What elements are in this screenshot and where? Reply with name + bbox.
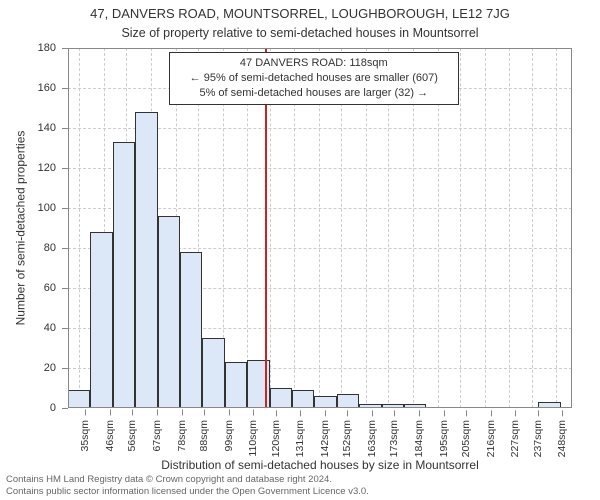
- gridline-v: [556, 48, 557, 408]
- annotation-line: ← 95% of semi-detached houses are smalle…: [178, 71, 450, 86]
- x-tick-label: 110sqm: [247, 410, 259, 457]
- x-tick-label: 120sqm: [270, 410, 282, 457]
- x-tick-label: 99sqm: [223, 410, 235, 452]
- gridline-v: [460, 48, 461, 408]
- plot-area: 02040608010012014016018035sqm46sqm56sqm6…: [68, 48, 572, 408]
- x-tick-label: 35sqm: [79, 410, 91, 452]
- y-tick-label: 180: [38, 42, 68, 54]
- y-tick-label: 60: [44, 282, 68, 294]
- histogram-bar: [314, 396, 336, 408]
- gridline-v: [79, 48, 80, 408]
- annotation-line: 47 DANVERS ROAD: 118sqm: [178, 56, 450, 71]
- y-tick-label: 20: [44, 362, 68, 374]
- x-tick-label: 195sqm: [438, 410, 450, 457]
- x-tick-label: 78sqm: [176, 410, 188, 452]
- footer-attribution: Contains HM Land Registry data © Crown c…: [6, 474, 369, 498]
- x-tick-label: 131sqm: [294, 410, 306, 457]
- figure: 47, DANVERS ROAD, MOUNTSORREL, LOUGHBORO…: [0, 0, 600, 500]
- histogram-bar: [270, 388, 292, 408]
- histogram-bar: [292, 390, 314, 408]
- x-tick-label: 163sqm: [366, 410, 378, 457]
- chart-title: 47, DANVERS ROAD, MOUNTSORREL, LOUGHBORO…: [0, 6, 600, 21]
- histogram-bar: [359, 404, 381, 408]
- x-axis-label: Distribution of semi-detached houses by …: [68, 458, 572, 472]
- gridline-v: [485, 48, 486, 408]
- histogram-bar: [382, 404, 404, 408]
- x-tick-label: 184sqm: [413, 410, 425, 457]
- y-tick-label: 0: [50, 402, 68, 414]
- y-tick-label: 100: [38, 202, 68, 214]
- histogram-bar: [180, 252, 202, 408]
- histogram-bar: [225, 362, 247, 408]
- y-axis-label-container: Number of semi-detached properties: [12, 48, 28, 408]
- histogram-bar: [113, 142, 135, 408]
- y-tick-label: 80: [44, 242, 68, 254]
- histogram-bar: [404, 404, 426, 408]
- y-tick-label: 140: [38, 122, 68, 134]
- histogram-bar: [202, 338, 224, 408]
- histogram-bar: [538, 402, 560, 408]
- histogram-bar: [90, 232, 112, 408]
- x-tick-label: 205sqm: [460, 410, 472, 457]
- y-tick-label: 40: [44, 322, 68, 334]
- y-axis-label: Number of semi-detached properties: [13, 131, 27, 326]
- histogram-bar: [158, 216, 180, 408]
- x-tick-label: 227sqm: [509, 410, 521, 457]
- y-tick-label: 160: [38, 82, 68, 94]
- x-tick-label: 88sqm: [198, 410, 210, 452]
- x-tick-label: 56sqm: [126, 410, 138, 452]
- x-tick-label: 173sqm: [388, 410, 400, 457]
- annotation-box: 47 DANVERS ROAD: 118sqm← 95% of semi-det…: [169, 52, 459, 105]
- gridline-v: [509, 48, 510, 408]
- chart-subtitle: Size of property relative to semi-detach…: [0, 26, 600, 40]
- x-tick-label: 248sqm: [556, 410, 568, 457]
- y-tick-label: 120: [38, 162, 68, 174]
- histogram-bar: [135, 112, 157, 408]
- x-tick-label: 142sqm: [319, 410, 331, 457]
- histogram-bar: [68, 390, 90, 408]
- x-tick-label: 237sqm: [532, 410, 544, 457]
- gridline-v: [532, 48, 533, 408]
- x-tick-label: 46sqm: [104, 410, 116, 452]
- x-tick-label: 216sqm: [485, 410, 497, 457]
- x-tick-label: 152sqm: [341, 410, 353, 457]
- x-tick-label: 67sqm: [151, 410, 163, 452]
- histogram-bar: [337, 394, 359, 408]
- annotation-line: 5% of semi-detached houses are larger (3…: [178, 86, 450, 101]
